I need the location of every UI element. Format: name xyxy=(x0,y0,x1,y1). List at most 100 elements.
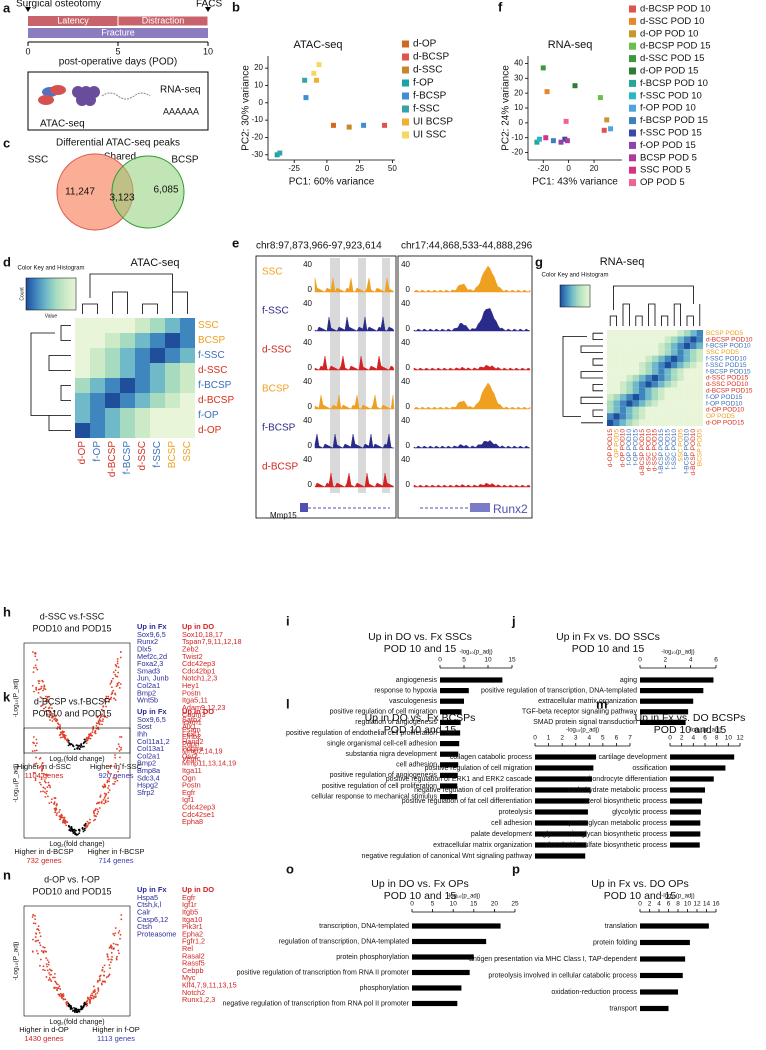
gene-point xyxy=(116,658,119,660)
bar xyxy=(440,688,469,694)
gene-point xyxy=(92,811,95,814)
column-label: f-BCSP POD10 xyxy=(684,429,691,474)
volcano-title: d-OP vs. f-OP xyxy=(44,874,100,884)
gene-point xyxy=(91,992,93,995)
list-head: Up in DO xyxy=(182,707,214,716)
heatmap-cell xyxy=(626,336,633,343)
heatmap-cell xyxy=(690,330,697,337)
heatmap-cell xyxy=(180,408,195,423)
gene-point xyxy=(96,992,99,994)
nucleosome-icon xyxy=(84,94,96,106)
gene-point xyxy=(33,763,35,766)
scale-label: 0 xyxy=(406,441,411,450)
gene-point xyxy=(108,778,111,780)
gene-point xyxy=(92,725,95,728)
gene-point xyxy=(95,808,97,810)
point xyxy=(550,138,556,144)
count: 6,085 xyxy=(153,185,178,196)
gene-point xyxy=(51,716,54,719)
category-label: positive regulation of ERK1 and ERK2 cas… xyxy=(386,776,532,783)
gene-point xyxy=(39,696,42,699)
point xyxy=(558,139,564,145)
gene-point xyxy=(101,966,104,969)
set-label: Shared xyxy=(104,152,136,163)
gene-point xyxy=(86,820,89,823)
heatmap-cell xyxy=(150,348,165,363)
heatmap-cell xyxy=(696,349,703,356)
heatmap-cell xyxy=(120,378,135,393)
bar xyxy=(440,762,459,768)
gene-point xyxy=(86,825,88,828)
category-label: proteoglycan metabolic process xyxy=(569,820,668,827)
gene-point xyxy=(120,748,123,751)
gene-point xyxy=(51,712,54,715)
legend-swatch xyxy=(402,40,409,48)
gene-point xyxy=(37,952,39,955)
gene-point xyxy=(31,950,34,953)
legend-label: f-OP POD 15 xyxy=(640,140,696,151)
category-label: positive regulation of cell proliferatio… xyxy=(322,783,437,790)
gene-point xyxy=(62,733,65,736)
heatmap-cell xyxy=(677,381,684,388)
row-label: d-BCSP POD10 xyxy=(706,336,753,343)
category-label: protein folding xyxy=(593,939,637,946)
gene-point xyxy=(47,781,50,784)
gene-point xyxy=(31,684,34,687)
heatmap-cell xyxy=(120,393,135,408)
dendrogram xyxy=(673,303,681,326)
scale-label: 40 xyxy=(303,299,312,308)
gene-point xyxy=(105,793,108,796)
x-tick-label: 5 xyxy=(431,901,435,908)
gene-point xyxy=(101,723,103,726)
gene-name: Itga11 xyxy=(182,766,202,775)
heatmap-cell xyxy=(613,387,620,394)
category-label: carbohydrate metabolic process xyxy=(568,787,668,794)
heatmap-cell xyxy=(671,400,678,407)
gene-point xyxy=(96,808,99,811)
gene-point xyxy=(119,651,122,653)
category-label: glycolytic process xyxy=(612,809,667,816)
heatmap-cell xyxy=(105,408,120,423)
gene-point xyxy=(116,682,119,685)
gene-point xyxy=(109,946,112,949)
category-label: negative regulation of cell proliferatio… xyxy=(414,787,532,794)
gene-point xyxy=(46,786,49,789)
heatmap-cell xyxy=(690,406,697,414)
gene-point xyxy=(110,951,113,954)
heatmap-cell xyxy=(607,381,614,388)
gene-point xyxy=(46,790,48,793)
gene-point xyxy=(43,684,46,687)
heatmap-cell xyxy=(105,363,120,378)
gene-point xyxy=(103,970,106,973)
gene-point xyxy=(92,819,95,822)
gene-point xyxy=(112,932,115,935)
gene-name: Sox9,6,5 xyxy=(137,715,166,724)
heatmap-cell xyxy=(677,387,684,394)
gene-point xyxy=(48,802,51,805)
gene-name: Rassf5 xyxy=(182,959,205,968)
heatmap-cell xyxy=(677,406,684,414)
heatmap-cell xyxy=(619,381,627,388)
bar xyxy=(535,754,597,760)
heatmap-cell xyxy=(607,374,614,382)
arrow xyxy=(25,7,31,12)
heatmap-cell xyxy=(651,368,659,375)
heatmap-cell xyxy=(150,333,165,348)
gene-point xyxy=(38,757,41,760)
heatmap-cell xyxy=(690,342,697,350)
panel-letter: g xyxy=(535,254,543,269)
heatmap-cell xyxy=(165,333,180,348)
heatmap-cell xyxy=(677,368,684,375)
gene-point xyxy=(34,940,37,943)
gene-count: 1430 genes xyxy=(24,1034,63,1043)
x-tick-label: 8 xyxy=(715,735,719,742)
gene-point xyxy=(118,745,121,748)
dendrogram xyxy=(60,325,71,341)
gene-point xyxy=(91,994,94,997)
gene-point xyxy=(67,739,70,742)
gene-point xyxy=(116,747,118,750)
heatmap-cell xyxy=(683,362,691,369)
gene-point xyxy=(55,814,58,816)
heatmap-cell xyxy=(690,362,697,369)
